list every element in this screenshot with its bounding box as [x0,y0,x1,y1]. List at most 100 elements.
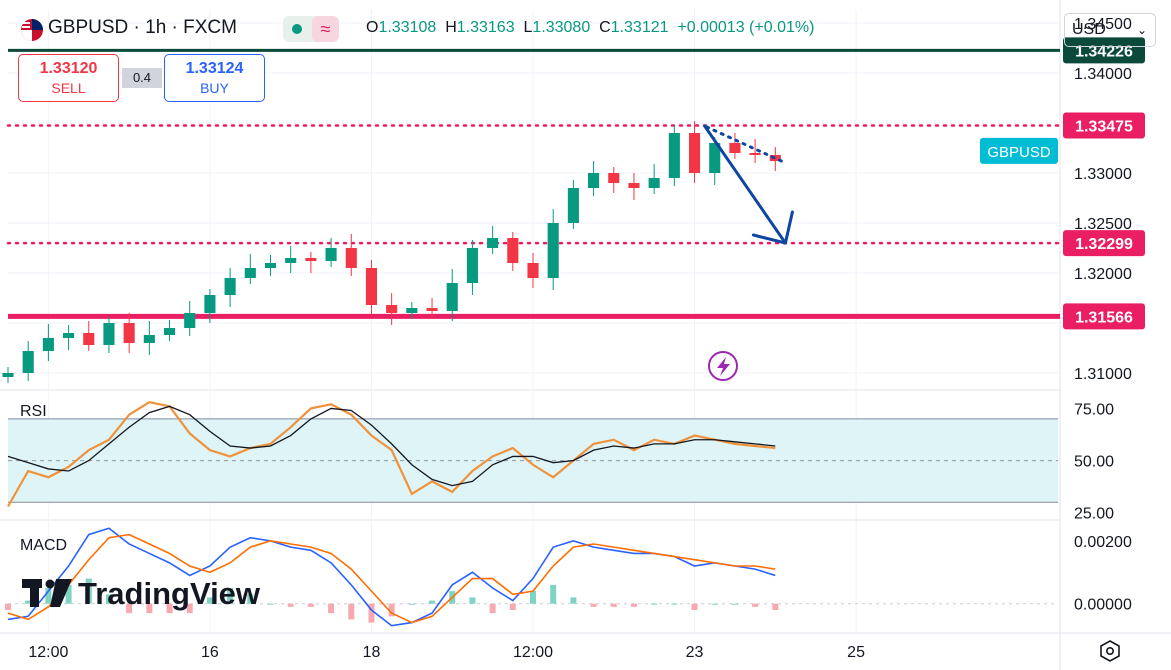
macd-pane-title[interactable]: MACD [20,537,68,554]
rsi-y-tick-label: 25.00 [1074,506,1114,523]
candle-body[interactable] [264,263,277,268]
candle-body[interactable] [426,308,438,311]
sell-button[interactable]: 1.33120 SELL [18,54,119,102]
macd-histogram-bar [530,591,536,604]
macd-histogram-bar [489,603,496,614]
candle-body[interactable] [567,188,579,223]
candle-body[interactable] [729,143,741,153]
candle-body[interactable] [123,323,135,343]
price-level-label: 1.31566 [1075,309,1133,326]
change-value: +0.00013 (+0.01%) [677,19,815,36]
candle-body[interactable] [2,373,14,377]
candle-body[interactable] [103,323,115,345]
buy-button[interactable]: 1.33124 BUY [164,54,265,102]
candle-body[interactable] [143,335,155,343]
macd-y-tick-label: 0.00000 [1074,597,1132,614]
candle-body[interactable] [406,308,418,313]
rsi-y-tick-label: 50.00 [1074,454,1114,471]
macd-histogram-bar [45,588,52,604]
projection-arrow[interactable] [703,124,787,245]
candle-body[interactable] [527,263,539,278]
candle-body[interactable] [709,143,721,173]
candle-body[interactable] [305,258,317,261]
candle-body[interactable] [22,351,34,373]
x-tick-label: 25 [847,644,865,661]
price-level-label: 1.33475 [1075,119,1133,136]
candle-body[interactable] [83,333,95,345]
candle-body[interactable] [285,258,297,263]
macd-histogram-bar [550,584,557,604]
x-tick-label: 12:00 [28,644,68,661]
symbol-tag-label: GBPUSD [987,144,1051,161]
macd-histogram-bar [206,597,213,604]
macd-histogram-bar [368,603,375,623]
candle-body[interactable] [466,248,478,283]
candle-body[interactable] [163,328,176,335]
rsi-y-tick-label: 75.00 [1074,401,1114,418]
macd-histogram-bar [731,603,738,605]
candle-body[interactable] [345,248,357,268]
candle-body[interactable] [184,313,196,328]
candle-body[interactable] [42,338,54,351]
rsi-series-line[interactable] [7,405,776,487]
close-value: 1.33121 [610,19,669,36]
candle-body[interactable] [487,238,499,248]
macd-histogram-bar [146,603,153,614]
candle-body[interactable] [386,305,398,313]
candle-body[interactable] [688,133,701,173]
tradingview-logo[interactable]: TradingView [22,576,260,616]
macd-histogram-bar [328,603,335,614]
macd-histogram-bar [651,603,658,605]
low-label: L [523,19,533,36]
macd-histogram-bar [691,603,698,610]
candle-body[interactable] [749,153,761,155]
main-y-tick-label: 1.33000 [1074,166,1132,183]
wave-icon[interactable]: ≈ [312,16,339,42]
symbol-title[interactable]: GBPUSD · 1h · FXCM [48,17,237,38]
rsi-series-line[interactable] [7,401,776,508]
macd-histogram-bar [307,603,314,607]
rsi-pane-title[interactable]: RSI [20,403,47,420]
candle-body[interactable] [325,248,337,261]
candle-body[interactable] [224,278,236,295]
price-level-tag [1063,112,1145,139]
main-y-tick-label: 1.32500 [1074,216,1132,233]
macd-histogram-bar [5,603,11,610]
currency-select[interactable]: USD ⌄ [1064,13,1156,47]
macd-histogram-bar [671,603,678,605]
price-level-tag [1063,303,1145,330]
candle-body[interactable] [365,268,378,305]
macd-series-line[interactable] [7,527,776,627]
candle-body[interactable] [648,178,660,188]
sell-price: 1.33120 [39,60,98,77]
candle-body[interactable] [204,295,216,313]
open-value: 1.33108 [378,19,437,36]
high-value: 1.33163 [456,19,515,36]
candle-body[interactable] [63,333,75,338]
candle-body[interactable] [668,133,680,178]
macd-histogram-bar [186,603,193,614]
macd-histogram-bar [85,578,92,604]
candle-body[interactable] [588,173,600,188]
candle-body[interactable] [446,283,458,311]
market-open-dot-icon [292,24,302,34]
candle-body[interactable] [547,223,559,278]
candle-body[interactable] [244,268,256,278]
macd-histogram-bar [388,603,395,617]
macd-histogram-bar [348,603,355,620]
uk-us-flag-icon [21,19,43,41]
macd-series-line[interactable] [7,533,776,624]
macd-histogram-bar [247,594,254,604]
tradingview-mark-icon [22,579,72,607]
macd-histogram-bar [287,603,294,607]
settings-hexagon-icon[interactable] [1099,640,1121,662]
macd-histogram-bar [65,584,72,604]
candle-body[interactable] [628,183,640,188]
market-status-pill[interactable]: ≈ [283,16,339,42]
main-y-tick-label: 1.34000 [1074,66,1132,83]
sell-label: SELL [51,80,86,96]
candle-body[interactable] [507,238,519,263]
candle-body[interactable] [608,173,620,183]
